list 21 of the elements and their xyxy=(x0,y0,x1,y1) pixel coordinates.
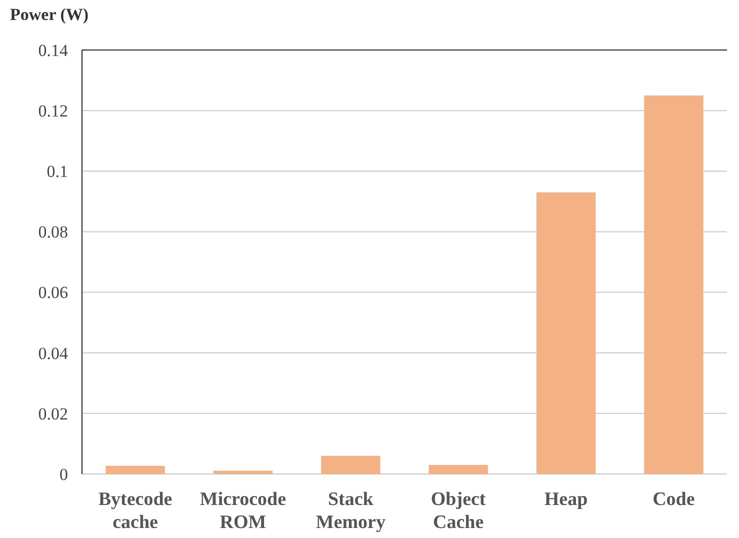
bar xyxy=(213,470,273,474)
y-tick-label: 0.02 xyxy=(38,404,68,424)
y-tick-label: 0.06 xyxy=(38,283,68,302)
bar xyxy=(644,95,704,474)
bar xyxy=(321,456,380,474)
bar xyxy=(106,466,165,474)
x-tick-label: Heap xyxy=(544,489,588,510)
x-tick-label: Object Cache xyxy=(430,489,486,533)
y-tick-label: 0.12 xyxy=(38,102,68,121)
x-tick-label: Stack Memory xyxy=(316,489,386,533)
bar xyxy=(428,464,488,474)
y-tick-label: 0.04 xyxy=(38,344,68,363)
bar xyxy=(536,192,596,474)
y-tick-label: 0.14 xyxy=(38,40,68,60)
x-tick-label: Microcode ROM xyxy=(200,489,286,533)
x-tick-label: Code xyxy=(652,489,695,510)
y-axis-title: Power (W) xyxy=(10,5,89,24)
y-tick-label: 0.1 xyxy=(46,162,68,182)
y-tick-label: 0 xyxy=(60,464,68,484)
x-tick-label: Bytecode cache xyxy=(98,489,172,533)
y-tick-label: 0.08 xyxy=(38,222,68,242)
